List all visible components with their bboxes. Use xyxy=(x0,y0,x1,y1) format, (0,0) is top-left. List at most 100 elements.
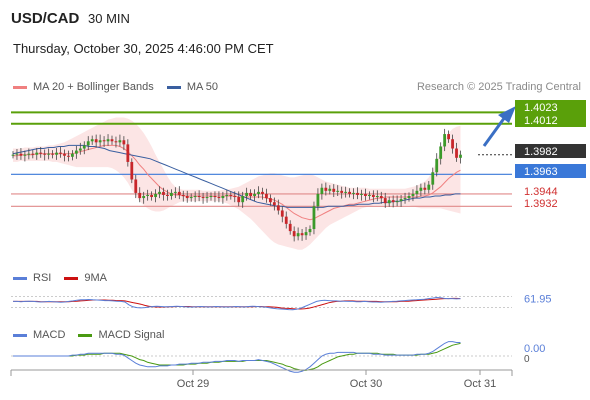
candle-body xyxy=(111,139,114,141)
candle-body xyxy=(126,144,129,162)
candle-body xyxy=(360,194,363,195)
price-label-1.3944: 1.3944 xyxy=(524,186,558,198)
candle-body xyxy=(412,194,415,196)
candle-body xyxy=(281,210,284,216)
macd-zero-label: 0 xyxy=(524,354,530,365)
candle-body xyxy=(388,200,391,203)
candle-body xyxy=(419,188,422,191)
candle-body xyxy=(16,154,19,155)
candle-body xyxy=(67,156,70,157)
candle-body xyxy=(320,188,323,194)
candle-body xyxy=(154,194,157,197)
candle-body xyxy=(372,195,375,197)
candle-body xyxy=(237,197,240,202)
candle-body xyxy=(170,193,173,196)
candle-body xyxy=(138,193,141,198)
candle-body xyxy=(47,154,50,155)
candle-body xyxy=(174,192,177,193)
candle-body xyxy=(431,172,434,184)
candle-body xyxy=(233,196,236,197)
price-label-1.3932: 1.3932 xyxy=(524,198,558,210)
candle-body xyxy=(443,134,446,146)
candle-body xyxy=(99,140,102,142)
candle-body xyxy=(79,149,82,151)
time-tick-label: Oct 31 xyxy=(464,378,496,390)
candle-body xyxy=(400,199,403,201)
candle-body xyxy=(182,195,185,196)
candle-body xyxy=(186,196,189,198)
candle-body xyxy=(190,197,193,198)
candle-body xyxy=(241,196,244,202)
price-label-1.3963: 1.3963 xyxy=(524,166,558,178)
candle-body xyxy=(317,194,320,206)
candle-body xyxy=(348,192,351,194)
candle-body xyxy=(380,196,383,198)
candle-body xyxy=(87,141,90,145)
candle-body xyxy=(225,195,228,196)
candle-body xyxy=(340,191,343,193)
candle-body xyxy=(63,154,66,156)
candle-body xyxy=(356,193,359,195)
candle-body xyxy=(35,153,38,155)
candle-body xyxy=(273,202,276,205)
candle-body xyxy=(150,195,153,197)
candle-body xyxy=(293,231,296,236)
macd-signal-line xyxy=(13,343,461,370)
candle-body xyxy=(51,154,54,155)
candle-body xyxy=(376,196,379,197)
candle-body xyxy=(194,196,197,197)
candle-body xyxy=(221,196,224,198)
candle-body xyxy=(245,193,248,196)
candle-body xyxy=(261,192,264,194)
candle-body xyxy=(83,145,86,148)
candle-body xyxy=(119,140,122,142)
candle-body xyxy=(408,196,411,198)
candle-body xyxy=(91,139,94,141)
candle-body xyxy=(210,196,213,197)
bollinger-band-area xyxy=(13,118,461,250)
candle-body xyxy=(107,139,110,141)
candle-body xyxy=(439,146,442,158)
candle-body xyxy=(166,195,169,196)
candle-body xyxy=(368,195,371,196)
candle-body xyxy=(43,154,46,155)
candle-body xyxy=(103,140,106,141)
candle-body xyxy=(229,195,232,196)
candle-body xyxy=(59,153,62,154)
candle-body xyxy=(313,206,316,229)
candle-body xyxy=(324,188,327,191)
candle-body xyxy=(206,197,209,198)
candle-body xyxy=(130,162,133,180)
candle-body xyxy=(27,154,30,155)
candle-body xyxy=(459,155,462,158)
macd-line xyxy=(13,342,461,373)
candle-body xyxy=(158,192,161,194)
candle-body xyxy=(309,229,312,232)
candle-body xyxy=(142,196,145,198)
candle-body xyxy=(336,191,339,192)
candle-body xyxy=(265,194,268,198)
candle-body xyxy=(71,154,74,157)
candle-body xyxy=(427,185,430,190)
candle-body xyxy=(416,191,419,194)
time-tick-label: Oct 30 xyxy=(350,378,382,390)
candle-body xyxy=(95,139,98,142)
candle-body xyxy=(301,233,304,235)
candle-body xyxy=(20,154,23,156)
candle-body xyxy=(178,192,181,195)
candle-body xyxy=(12,155,15,156)
candle-body xyxy=(162,192,165,195)
candle-body xyxy=(253,194,256,196)
candle-body xyxy=(269,198,272,202)
target-arrow-shaft xyxy=(484,117,505,146)
candle-body xyxy=(435,159,438,172)
candle-body xyxy=(285,217,288,224)
candle-body xyxy=(134,179,137,192)
price-label-1.4012: 1.4012 xyxy=(524,115,558,127)
candle-body xyxy=(352,193,355,194)
candle-body xyxy=(364,194,367,196)
candle-body xyxy=(75,151,78,154)
candle-body xyxy=(392,200,395,202)
candle-body xyxy=(218,197,221,198)
